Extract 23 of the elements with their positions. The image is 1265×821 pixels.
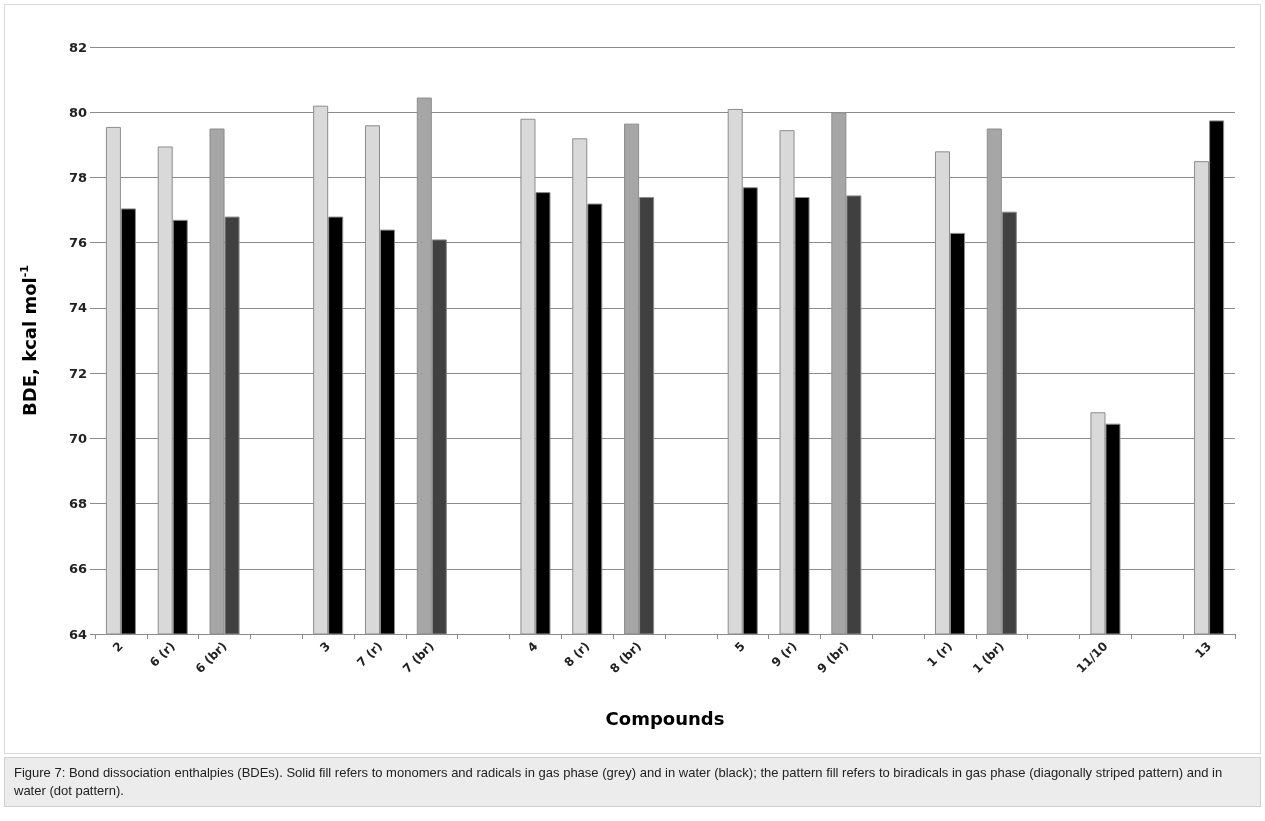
y-tick-label: 82 bbox=[68, 39, 87, 55]
x-tick-label: 3 bbox=[317, 639, 334, 655]
x-tick-label: 1 (r) bbox=[924, 639, 955, 670]
y-tick-label: 74 bbox=[68, 300, 87, 316]
y-axis-title: BDE, kcal mol-1 bbox=[18, 265, 40, 416]
x-tick-label: 2 bbox=[110, 639, 126, 655]
x-tick-label: 7 (r) bbox=[354, 639, 385, 670]
x-tick-label: 5 bbox=[731, 639, 748, 655]
y-tick-label: 80 bbox=[68, 104, 87, 120]
y-tick-label: 76 bbox=[68, 235, 87, 251]
x-tick-label: 4 bbox=[524, 639, 541, 655]
x-tick-label: 13 bbox=[1192, 639, 1215, 661]
x-tick-label: 9 (r) bbox=[768, 639, 800, 670]
x-tick-label: 6 (r) bbox=[147, 639, 178, 670]
x-axis-title: Compounds bbox=[605, 707, 725, 729]
y-tick-label: 66 bbox=[68, 561, 87, 577]
y-tick-label: 70 bbox=[68, 430, 87, 446]
y-tick-label: 64 bbox=[68, 626, 87, 642]
caption: Figure 7: Bond dissociation enthalpies (BDEs). Solid fill refers to monomers and radicals in gas phase (grey) and in water (black); the pattern fill refers to biradicals in gas phase (diagonally striped pattern) and in water (dot pattern). bbox=[14, 764, 1224, 801]
y-tick-label: 72 bbox=[68, 365, 87, 381]
y-tick-label: 68 bbox=[68, 496, 87, 512]
y-tick-label: 78 bbox=[68, 169, 87, 185]
x-tick-label: 8 (r) bbox=[561, 639, 593, 670]
